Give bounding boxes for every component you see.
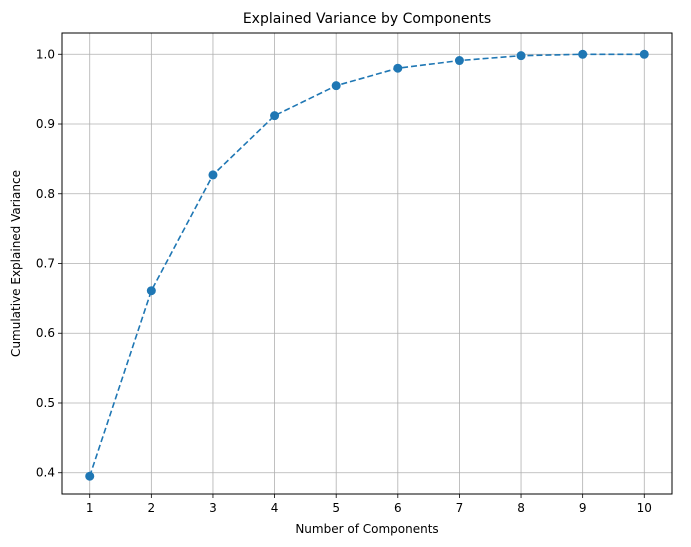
data-point [270, 111, 280, 121]
data-point [516, 51, 526, 61]
x-tick-label: 8 [517, 501, 525, 515]
chart-title: Explained Variance by Components [243, 11, 491, 27]
ticks: 1 2 3 4 5 6 7 8 9 10 0.4 0.5 0.6 0.7 0.8 0.9 1.0 [36, 47, 652, 515]
x-tick-label: 5 [332, 501, 340, 515]
data-point [85, 471, 95, 481]
data-point [331, 81, 341, 91]
x-axis-label: Number of Components [295, 522, 438, 536]
series-layer [85, 49, 649, 481]
data-point [393, 63, 403, 73]
x-tick-label: 9 [579, 501, 587, 515]
data-point [146, 286, 156, 296]
y-axis-label: Cumulative Explained Variance [9, 170, 23, 357]
x-tick-label: 4 [271, 501, 279, 515]
y-tick-label: 0.4 [36, 466, 55, 480]
series-line [88, 53, 645, 477]
x-tick-label: 10 [637, 501, 652, 515]
data-point [454, 56, 464, 66]
data-point [208, 170, 218, 180]
x-tick-label: 2 [148, 501, 156, 515]
x-tick-label: 6 [394, 501, 402, 515]
data-point [639, 49, 649, 59]
y-tick-label: 0.8 [36, 187, 55, 201]
x-tick-label: 3 [209, 501, 217, 515]
y-tick-label: 1.0 [36, 47, 55, 61]
y-tick-label: 0.5 [36, 396, 55, 410]
x-tick-label: 1 [86, 501, 94, 515]
y-tick-label: 0.7 [36, 257, 55, 271]
x-tick-label: 7 [456, 501, 464, 515]
y-tick-label: 0.9 [36, 117, 55, 131]
grid [62, 33, 672, 494]
y-tick-label: 0.6 [36, 326, 55, 340]
data-point [578, 49, 588, 59]
